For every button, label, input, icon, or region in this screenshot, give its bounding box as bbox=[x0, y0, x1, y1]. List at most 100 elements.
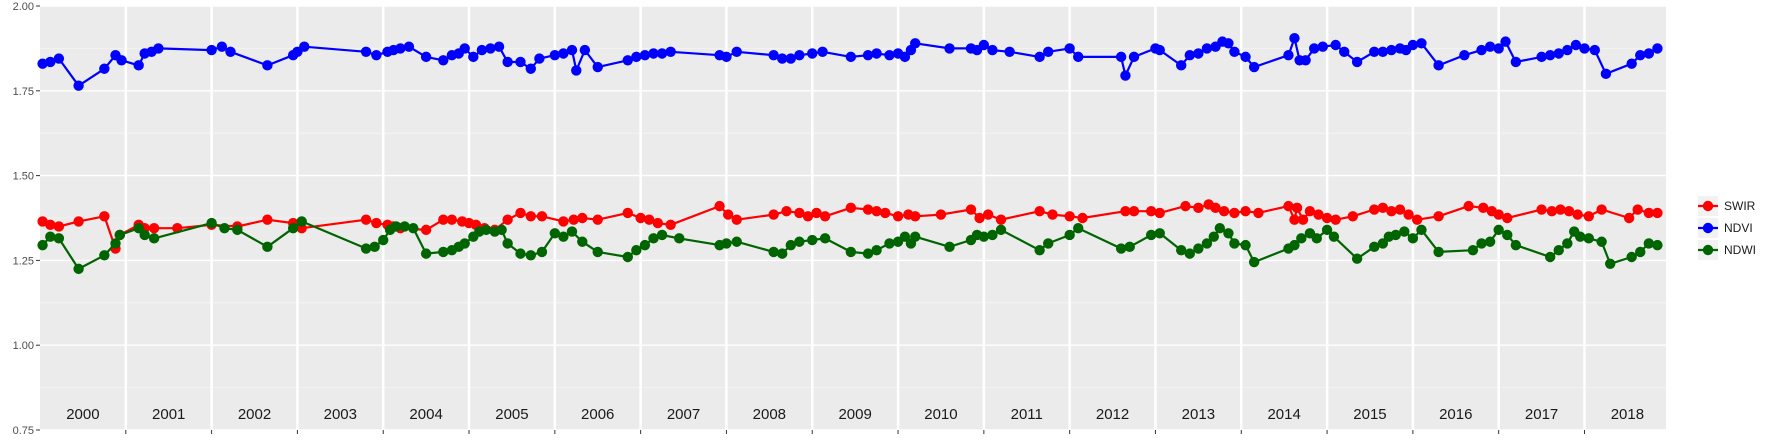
data-point bbox=[110, 238, 121, 249]
data-point bbox=[399, 221, 410, 232]
data-point bbox=[571, 65, 582, 76]
data-point bbox=[794, 207, 805, 219]
data-point bbox=[965, 204, 977, 215]
data-point bbox=[944, 241, 955, 253]
data-point bbox=[1390, 229, 1401, 241]
data-point bbox=[153, 43, 164, 54]
data-point bbox=[987, 44, 998, 56]
data-point bbox=[1073, 222, 1084, 234]
data-point bbox=[1128, 206, 1140, 217]
data-point bbox=[722, 209, 734, 220]
data-point bbox=[648, 233, 659, 244]
data-point bbox=[777, 53, 788, 64]
data-point bbox=[420, 224, 432, 236]
data-point bbox=[639, 239, 651, 251]
data-point bbox=[656, 229, 668, 241]
data-point bbox=[1248, 256, 1260, 268]
legend-marker bbox=[1702, 222, 1714, 234]
data-point bbox=[378, 234, 389, 246]
data-point bbox=[1339, 46, 1350, 57]
data-point bbox=[1321, 212, 1333, 224]
data-point bbox=[515, 207, 526, 219]
data-point bbox=[1377, 46, 1389, 57]
series-layer bbox=[37, 33, 1663, 275]
data-point bbox=[99, 211, 110, 222]
data-point bbox=[1605, 258, 1616, 269]
data-point bbox=[549, 228, 561, 239]
data-point bbox=[1120, 206, 1131, 217]
data-point bbox=[892, 211, 904, 222]
data-point bbox=[1229, 238, 1240, 249]
data-point bbox=[1502, 212, 1513, 224]
data-point bbox=[1643, 48, 1655, 59]
data-point bbox=[1311, 233, 1322, 244]
year-label: 2011 bbox=[1011, 406, 1043, 423]
data-point bbox=[1313, 209, 1324, 220]
data-point bbox=[1463, 200, 1474, 212]
data-point bbox=[987, 229, 998, 241]
data-point bbox=[408, 222, 419, 234]
data-point bbox=[485, 43, 496, 54]
data-point bbox=[99, 63, 110, 74]
data-point bbox=[1240, 206, 1251, 217]
data-point bbox=[1229, 207, 1240, 219]
data-point bbox=[502, 56, 513, 68]
data-point bbox=[974, 212, 985, 224]
y-axis: 0.75 1.00 1.25 1.50 1.75 2.00 bbox=[13, 1, 1585, 437]
data-point bbox=[1484, 41, 1496, 52]
data-point bbox=[1223, 38, 1234, 49]
data-point bbox=[37, 58, 48, 69]
data-point bbox=[1394, 204, 1406, 215]
data-point bbox=[549, 49, 561, 61]
data-point bbox=[206, 217, 217, 229]
data-point bbox=[1214, 222, 1226, 234]
data-point bbox=[978, 39, 990, 51]
data-point bbox=[1291, 202, 1303, 214]
data-point bbox=[884, 238, 895, 249]
data-point bbox=[1229, 46, 1240, 57]
data-point bbox=[1145, 206, 1157, 217]
data-point bbox=[536, 246, 548, 258]
data-point bbox=[714, 200, 725, 212]
data-point bbox=[592, 246, 603, 258]
data-point bbox=[73, 216, 84, 227]
data-point bbox=[1433, 211, 1444, 222]
data-point bbox=[1510, 239, 1522, 251]
data-point bbox=[1553, 245, 1564, 256]
data-point bbox=[1289, 33, 1300, 44]
data-point bbox=[1176, 60, 1187, 71]
data-point bbox=[1377, 202, 1389, 214]
data-point bbox=[1583, 211, 1594, 222]
data-point bbox=[206, 44, 217, 56]
data-point bbox=[1248, 61, 1260, 73]
data-point bbox=[1289, 214, 1300, 225]
data-point bbox=[1034, 245, 1045, 256]
data-point bbox=[360, 214, 372, 225]
data-point bbox=[1073, 51, 1084, 63]
data-point bbox=[577, 236, 588, 247]
data-point bbox=[1047, 209, 1058, 220]
data-point bbox=[1193, 243, 1204, 254]
data-point bbox=[622, 207, 633, 219]
data-point bbox=[515, 56, 526, 68]
legend-item-swir: SWIR bbox=[1698, 196, 1756, 216]
data-point bbox=[114, 229, 125, 241]
data-point bbox=[1351, 56, 1363, 68]
data-point bbox=[1484, 236, 1496, 247]
data-point bbox=[1652, 239, 1663, 251]
data-point bbox=[1416, 38, 1427, 49]
data-point bbox=[1309, 43, 1320, 54]
data-point bbox=[1296, 233, 1307, 244]
data-point bbox=[403, 41, 415, 52]
data-point bbox=[794, 236, 805, 247]
data-point bbox=[1351, 253, 1363, 264]
year-label: 2001 bbox=[152, 406, 185, 423]
data-point bbox=[1478, 202, 1489, 214]
data-point bbox=[1652, 207, 1663, 219]
legend-marker bbox=[1702, 200, 1714, 212]
data-point bbox=[768, 49, 779, 61]
data-point bbox=[1115, 51, 1127, 63]
data-point bbox=[1064, 229, 1075, 241]
data-point bbox=[1321, 224, 1333, 236]
data-point bbox=[1493, 43, 1504, 54]
